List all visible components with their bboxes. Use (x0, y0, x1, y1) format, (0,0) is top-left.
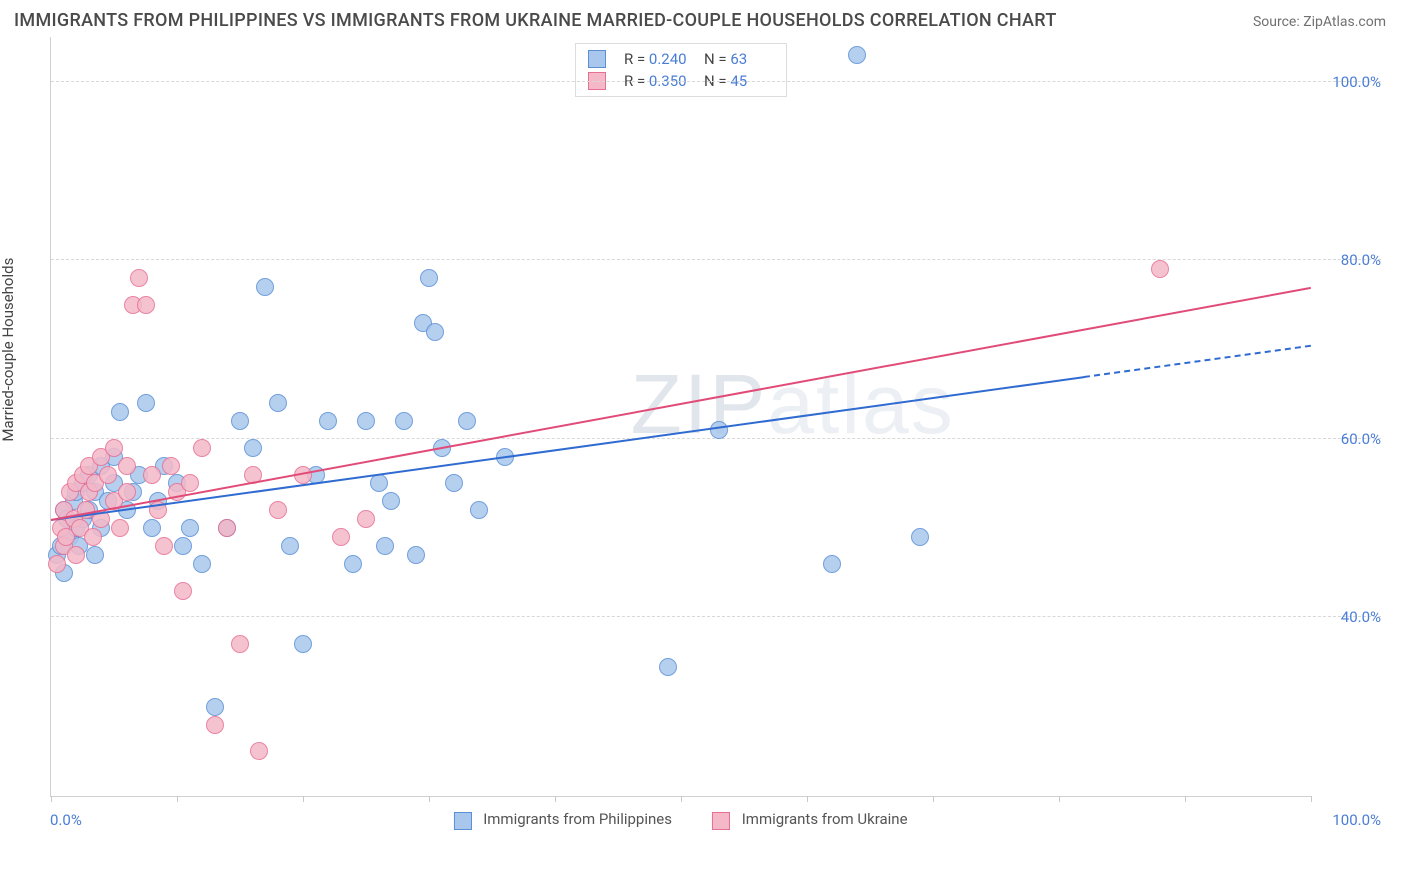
data-point (319, 412, 337, 430)
legend-item-1: Immigrants from Philippines (453, 810, 672, 829)
x-tick (1059, 796, 1060, 802)
data-point (162, 457, 180, 475)
data-point (256, 278, 274, 296)
data-point (174, 537, 192, 555)
data-point (911, 528, 929, 546)
stat-n-1: N = 63 (704, 50, 774, 68)
data-point (118, 483, 136, 501)
data-point (105, 439, 123, 457)
gridline (51, 81, 1381, 82)
data-point (130, 269, 148, 287)
x-axis-max: 100.0% (1332, 811, 1381, 829)
trendline (1084, 345, 1311, 378)
data-point (710, 421, 728, 439)
data-point (269, 394, 287, 412)
data-point (458, 412, 476, 430)
data-point (244, 439, 262, 457)
data-point (67, 546, 85, 564)
data-point (376, 537, 394, 555)
data-point (269, 501, 287, 519)
gridline (51, 259, 1381, 260)
data-point (143, 466, 161, 484)
stat-r-1: R = 0.240 (624, 50, 694, 68)
data-point (231, 412, 249, 430)
data-point (231, 635, 249, 653)
x-tick (555, 796, 556, 802)
swatch-series-2-bottom (712, 812, 730, 830)
y-tick-label: 100.0% (1321, 73, 1381, 91)
y-tick-label: 80.0% (1321, 251, 1381, 269)
y-tick-label: 40.0% (1321, 608, 1381, 626)
x-tick (807, 796, 808, 802)
stats-row-1: R = 0.240 N = 63 (588, 48, 774, 70)
data-point (382, 492, 400, 510)
x-axis-min: 0.0% (50, 811, 82, 829)
data-point (357, 510, 375, 528)
x-tick (1311, 796, 1312, 802)
data-point (181, 519, 199, 537)
data-point (174, 582, 192, 600)
data-point (426, 323, 444, 341)
data-point (181, 474, 199, 492)
data-point (395, 412, 413, 430)
x-axis-area: 0.0% Immigrants from Philippines Immigra… (50, 803, 1311, 837)
legend-label-1: Immigrants from Philippines (483, 810, 672, 828)
data-point (407, 546, 425, 564)
data-point (86, 546, 104, 564)
trendline (51, 287, 1311, 521)
data-point (118, 457, 136, 475)
plot-area: ZIPatlas R = 0.240 N = 63 R = 0.350 N = … (50, 37, 1311, 797)
x-tick (303, 796, 304, 802)
x-tick (681, 796, 682, 802)
legend-item-2: Immigrants from Ukraine (712, 810, 908, 829)
data-point (470, 501, 488, 519)
data-point (137, 296, 155, 314)
x-tick (51, 796, 52, 802)
chart-area: Married-couple Households ZIPatlas R = 0… (0, 37, 1406, 857)
swatch-series-1 (588, 50, 606, 68)
y-axis-label: Married-couple Households (0, 258, 17, 442)
data-point (155, 537, 173, 555)
data-point (218, 519, 236, 537)
data-point (143, 519, 161, 537)
data-point (206, 716, 224, 734)
data-point (250, 742, 268, 760)
x-tick (933, 796, 934, 802)
swatch-series-1-bottom (453, 812, 471, 830)
data-point (332, 528, 350, 546)
data-point (445, 474, 463, 492)
chart-source: Source: ZipAtlas.com (1253, 14, 1386, 30)
data-point (206, 698, 224, 716)
x-tick (1185, 796, 1186, 802)
data-point (84, 528, 102, 546)
legend-label-2: Immigrants from Ukraine (742, 810, 908, 828)
data-point (357, 412, 375, 430)
data-point (420, 269, 438, 287)
data-point (370, 474, 388, 492)
data-point (193, 439, 211, 457)
data-point (344, 555, 362, 573)
data-point (111, 403, 129, 421)
gridline (51, 616, 1381, 617)
data-point (281, 537, 299, 555)
x-tick (429, 796, 430, 802)
data-point (48, 555, 66, 573)
data-point (193, 555, 211, 573)
data-point (99, 466, 117, 484)
data-point (848, 46, 866, 64)
y-tick-label: 60.0% (1321, 430, 1381, 448)
data-point (137, 394, 155, 412)
data-point (823, 555, 841, 573)
chart-title: IMMIGRANTS FROM PHILIPPINES VS IMMIGRANT… (14, 10, 1057, 31)
data-point (111, 519, 129, 537)
data-point (659, 658, 677, 676)
x-tick (177, 796, 178, 802)
data-point (294, 635, 312, 653)
chart-header: IMMIGRANTS FROM PHILIPPINES VS IMMIGRANT… (0, 0, 1406, 37)
bottom-legend: Immigrants from Philippines Immigrants f… (453, 810, 907, 829)
data-point (1151, 260, 1169, 278)
stats-legend-box: R = 0.240 N = 63 R = 0.350 N = 45 (575, 43, 787, 97)
